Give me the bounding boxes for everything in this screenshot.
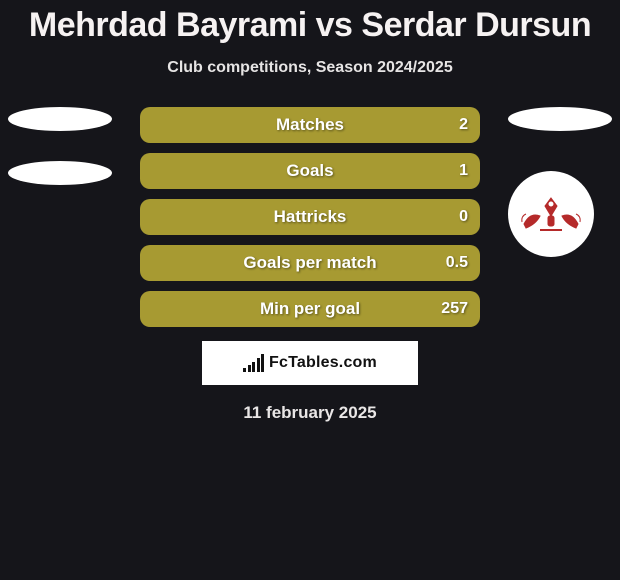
left-team-badges [8, 107, 112, 215]
stat-label: Hattricks [274, 207, 347, 227]
stat-row: Goals 1 [140, 153, 480, 189]
stat-row: Hattricks 0 [140, 199, 480, 235]
stat-row: Min per goal 257 [140, 291, 480, 327]
stat-row: Matches 2 [140, 107, 480, 143]
page-title: Mehrdad Bayrami vs Serdar Dursun [0, 6, 620, 45]
stat-label: Goals per match [243, 253, 376, 273]
stat-value-right: 0 [459, 208, 468, 226]
fctables-label: FcTables.com [269, 354, 377, 372]
stat-bars: Matches 2 Goals 1 Hattricks 0 Goals per match 0… [140, 107, 480, 327]
bar-chart-icon [243, 354, 265, 372]
stat-value-right: 1 [459, 162, 468, 180]
stat-row: Goals per match 0.5 [140, 245, 480, 281]
comparison-body: Matches 2 Goals 1 Hattricks 0 Goals per match 0… [0, 107, 620, 327]
comparison-card: Mehrdad Bayrami vs Serdar Dursun Club co… [0, 0, 620, 423]
team-crest-icon [520, 194, 582, 234]
stat-value-right: 0.5 [446, 254, 468, 272]
stat-value-right: 2 [459, 116, 468, 134]
team-badge-ellipse [508, 107, 612, 131]
stat-value-right: 257 [441, 300, 468, 318]
stat-label: Goals [286, 161, 333, 181]
stat-label: Min per goal [260, 299, 360, 319]
subtitle: Club competitions, Season 2024/2025 [0, 59, 620, 77]
stat-label: Matches [276, 115, 344, 135]
date-label: 11 february 2025 [0, 403, 620, 423]
team-badge-ellipse [8, 107, 112, 131]
team-badge-circle [508, 171, 594, 257]
right-team-badges [508, 107, 612, 257]
team-badge-ellipse [8, 161, 112, 185]
fctables-logo-box: FcTables.com [202, 341, 418, 385]
